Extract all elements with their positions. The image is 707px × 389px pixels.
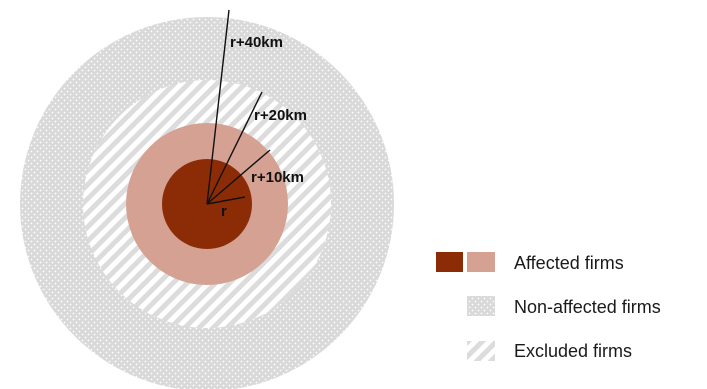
radius-line-r <box>206 196 246 205</box>
radius-label-r10: r+10km <box>251 169 304 186</box>
radius-line-r40 <box>206 9 230 205</box>
legend-swatch-affected-outer <box>467 252 495 272</box>
radius-label-r40: r+40km <box>230 34 283 51</box>
legend-swatch-excluded <box>467 341 495 361</box>
radius-line-r20 <box>206 91 263 205</box>
radius-line-r10 <box>206 149 271 205</box>
legend-label-affected: Affected firms <box>514 253 624 273</box>
legend-swatch-non-affected <box>467 296 495 316</box>
legend-label-excluded: Excluded firms <box>514 341 632 361</box>
radius-label-r: r <box>221 203 227 220</box>
legend: Affected firms Non-affected firms Exclud… <box>436 252 661 361</box>
legend-swatch-affected-inner <box>436 252 463 272</box>
radius-label-r20: r+20km <box>254 107 307 124</box>
legend-label-non-affected: Non-affected firms <box>514 297 661 317</box>
